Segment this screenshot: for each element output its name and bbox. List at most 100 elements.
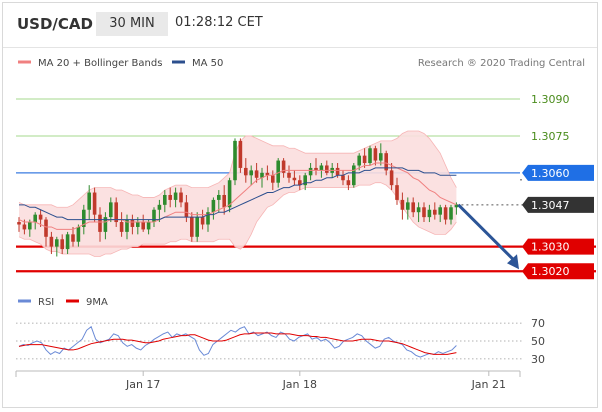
candle-body: [195, 217, 199, 237]
rsi-layer: 70 50 30: [16, 317, 545, 366]
bollinger-lower-line: [18, 182, 457, 257]
timestamp: 01:28:12 CET: [175, 15, 263, 30]
copyright-note: Research ® 2020 Trading Central: [418, 58, 585, 69]
timeframe-button[interactable]: 30 MIN: [96, 12, 168, 36]
candle-body: [352, 165, 356, 186]
candle-body: [28, 222, 32, 230]
candle-body: [265, 172, 270, 176]
candle-body: [244, 167, 248, 176]
candle-body: [49, 236, 54, 247]
candle-body: [292, 177, 297, 181]
symbol-title: USD/CAD: [17, 15, 93, 33]
candle-body: [233, 140, 237, 181]
level-label-1.3075: 1.3075: [531, 130, 570, 143]
bollinger-upper-line: [18, 130, 457, 208]
time-tick-label: Jan 21: [471, 378, 506, 391]
overlay-layer: [18, 162, 519, 270]
rsi-legend-label: RSI: [38, 297, 54, 308]
candle-body: [125, 219, 129, 232]
candle-body: [130, 219, 135, 227]
candle-body: [384, 153, 388, 171]
candle-body: [44, 219, 48, 237]
candle-body: [276, 160, 280, 183]
candle-body: [17, 222, 21, 225]
candle-body: [433, 209, 437, 215]
level-label-1.3090: 1.3090: [531, 93, 570, 106]
level-tag-1.3060: [522, 164, 594, 181]
candle-body: [227, 180, 232, 208]
rsi-ma9-line: [18, 332, 457, 355]
candle-body: [325, 165, 329, 173]
candle-body: [389, 170, 394, 186]
candle-body: [114, 202, 118, 223]
forecast-arrow-shaft: [457, 203, 517, 263]
ma9-legend-label: 9MA: [86, 297, 108, 308]
time-tick-label: Jan 17: [125, 378, 160, 391]
candle-body: [163, 194, 167, 205]
forecast-arrow-head: [507, 254, 519, 270]
candle-body: [422, 207, 426, 218]
candle-body: [92, 192, 97, 215]
candle-body: [98, 214, 102, 232]
candle-body: [103, 217, 108, 232]
time-tick-label: Jan 18: [282, 378, 317, 391]
candle-body: [319, 165, 324, 171]
candle-body: [157, 204, 162, 210]
candle-body: [298, 180, 302, 186]
candle-body: [314, 167, 318, 171]
ma50-line: [19, 167, 457, 221]
candle-body: [168, 194, 172, 200]
candle-body: [346, 180, 351, 186]
candle-body: [55, 239, 59, 247]
candle-body: [38, 214, 43, 220]
candle-body: [173, 192, 178, 200]
candle-body: [76, 226, 81, 242]
candle-body: [87, 192, 91, 210]
level-tag-1.3047: [522, 196, 594, 213]
candle-body: [238, 140, 243, 168]
candle-body: [146, 222, 151, 230]
rsi-tick-label: 50: [531, 335, 545, 348]
candle-body: [357, 155, 361, 166]
time-axis-layer: Jan 17 Jan 18 Jan 21: [15, 370, 521, 391]
candle-body: [249, 170, 253, 176]
candle-body: [303, 175, 307, 186]
ma20-legend-label: MA 20 + Bollinger Bands: [38, 58, 162, 69]
candle-body: [119, 222, 124, 232]
candle-body: [184, 202, 189, 218]
candle-body: [416, 207, 421, 213]
candle-body: [438, 207, 442, 215]
candle-body: [454, 204, 459, 208]
candle-body: [206, 212, 210, 225]
candle-body: [60, 239, 64, 250]
candle-body: [71, 234, 75, 242]
candle-body: [373, 148, 378, 161]
candle-body: [141, 222, 145, 230]
candle-body: [254, 170, 259, 178]
candle-body: [260, 172, 264, 178]
candle-body: [287, 172, 291, 178]
candle-body: [217, 194, 221, 200]
ma20-line: [18, 162, 457, 230]
candle-body: [33, 214, 37, 223]
bollinger-layer: [18, 130, 457, 257]
header-bar: USD/CAD 30 MIN 01:28:12 CET: [3, 3, 597, 47]
level-label-1.3060: 1.3060: [531, 167, 570, 180]
candle-body: [379, 153, 383, 161]
candle-body: [136, 222, 140, 227]
candle-body: [281, 160, 286, 173]
level-label-1.3047: 1.3047: [531, 199, 570, 212]
rsi-line: [18, 325, 457, 358]
candle-body: [179, 192, 183, 203]
candle-body: [443, 207, 448, 220]
candle-body: [65, 234, 70, 250]
header-divider: [3, 47, 597, 48]
candle-body: [449, 207, 453, 220]
candle-body: [341, 175, 345, 181]
rsi-tick-label: 70: [531, 317, 545, 330]
candle-body: [362, 155, 367, 164]
candle-body: [368, 148, 372, 164]
candle-body: [400, 199, 405, 210]
candle-body: [271, 175, 275, 183]
